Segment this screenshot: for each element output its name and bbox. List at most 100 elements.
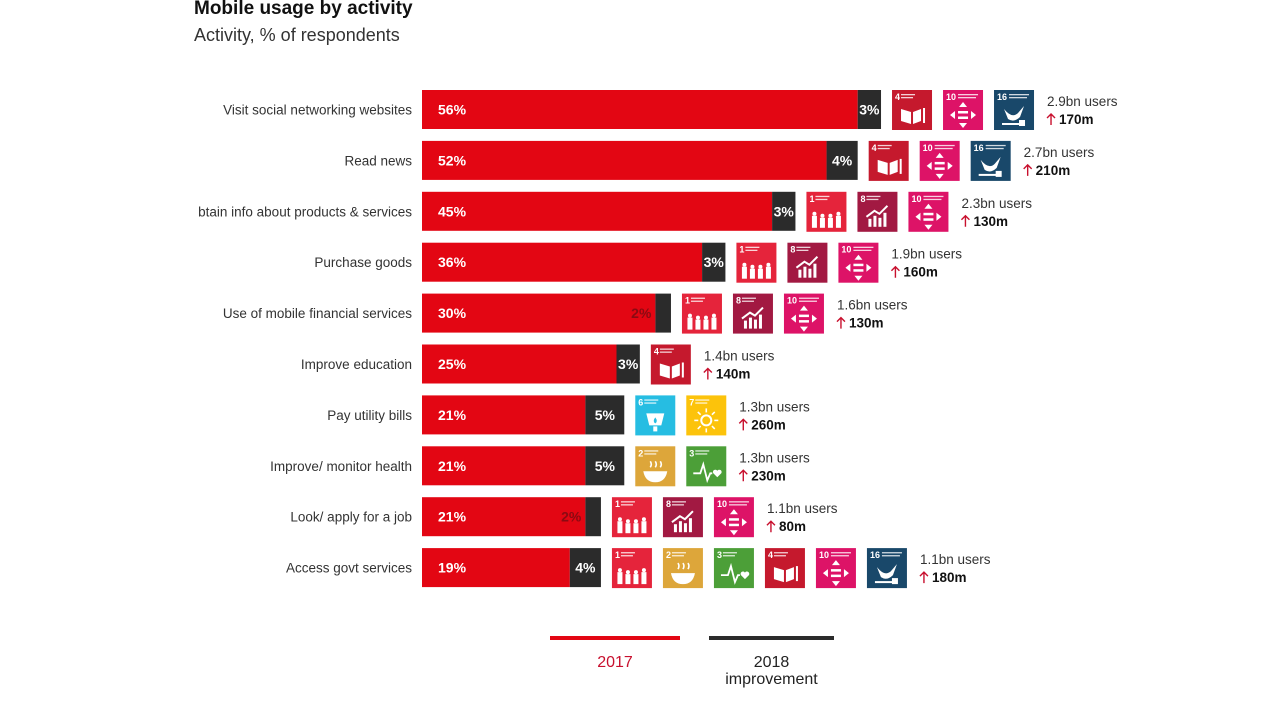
sdg-title-line bbox=[745, 246, 760, 248]
sdg-title-line bbox=[798, 297, 819, 299]
users-count: 2.7bn users bbox=[1024, 145, 1095, 160]
value-label-improvement: 4% bbox=[575, 560, 596, 576]
sdg-number: 10 bbox=[841, 245, 851, 255]
value-label-2017: 21% bbox=[438, 407, 467, 423]
chart-bar bbox=[688, 518, 692, 533]
chart-bar bbox=[753, 319, 757, 329]
chart-bar bbox=[868, 218, 872, 227]
person-head bbox=[641, 517, 646, 522]
sdg-number: 10 bbox=[923, 143, 933, 153]
users-gain: 80m bbox=[779, 519, 806, 534]
sdg-3-icon: 3 bbox=[713, 548, 754, 589]
up-arrow-icon bbox=[960, 214, 970, 227]
chart-bar bbox=[873, 215, 877, 227]
person-head bbox=[828, 213, 833, 218]
sdg-title-line bbox=[881, 555, 900, 557]
value-label-2017: 45% bbox=[438, 203, 467, 219]
sdg-number: 1 bbox=[809, 194, 814, 204]
bar-2017 bbox=[422, 497, 586, 537]
category-label: Read news bbox=[344, 153, 412, 168]
sdg-8-icon: 8 bbox=[732, 293, 773, 334]
sdg-title-line bbox=[877, 144, 892, 147]
sdg-8-icon: 8 bbox=[787, 242, 828, 283]
up-arrow-icon bbox=[836, 316, 846, 329]
trend-line bbox=[865, 205, 889, 218]
heart-shape bbox=[712, 469, 722, 478]
bar-2017 bbox=[422, 446, 586, 486]
bar-2018-improvement bbox=[772, 191, 796, 231]
bar-2018-improvement bbox=[616, 344, 640, 384]
person-body bbox=[711, 317, 717, 330]
sdg-number: 10 bbox=[717, 499, 727, 509]
sdg-title-line bbox=[877, 147, 890, 150]
sdg-number: 2 bbox=[666, 550, 671, 560]
users-gain: 140m bbox=[716, 367, 751, 382]
chart-bar bbox=[758, 314, 762, 329]
sdg-title-line bbox=[620, 504, 633, 506]
dove-icon bbox=[980, 156, 1001, 172]
category-label: Visit social networking websites bbox=[223, 103, 412, 118]
value-label-improvement: 5% bbox=[595, 407, 616, 423]
person-head bbox=[820, 213, 825, 218]
chart-title: Mobile usage by activity bbox=[194, 0, 413, 19]
sdg-number: 3 bbox=[717, 550, 722, 560]
person-head bbox=[758, 264, 763, 269]
sdg-title-line bbox=[901, 94, 916, 96]
category-label: btain info about products & services bbox=[198, 204, 412, 219]
person-head bbox=[625, 570, 630, 575]
equal-bar bbox=[934, 167, 945, 170]
sdg-number: 4 bbox=[872, 143, 877, 153]
person-head bbox=[625, 519, 630, 524]
sdg-title-line bbox=[866, 195, 881, 198]
equal-bar bbox=[923, 218, 934, 221]
sdg-10-icon: 10 bbox=[908, 191, 949, 232]
sdg-title-line bbox=[866, 198, 879, 201]
person-body bbox=[757, 268, 763, 279]
person-body bbox=[641, 572, 647, 585]
users-count: 1.9bn users bbox=[891, 247, 962, 262]
person-body bbox=[741, 266, 747, 279]
users-gain: 260m bbox=[751, 417, 786, 432]
sdg-title-line bbox=[830, 555, 849, 557]
equal-bar bbox=[958, 111, 969, 114]
pencil-shape bbox=[899, 158, 902, 174]
sdg-number: 16 bbox=[997, 92, 1007, 102]
book-icon bbox=[773, 567, 794, 583]
bar-row: Use of mobile financial services 30% 2% 1 8 1… bbox=[223, 293, 908, 334]
person-head bbox=[617, 517, 622, 522]
chart-bar bbox=[808, 268, 812, 278]
value-label-improvement: 2% bbox=[561, 509, 582, 525]
value-label-2017: 21% bbox=[438, 509, 467, 525]
sdg-title-line bbox=[1009, 97, 1028, 99]
pulse-line bbox=[720, 562, 740, 585]
sdg-number: 10 bbox=[787, 296, 797, 306]
bar-2018-improvement bbox=[585, 497, 601, 537]
sdg-10-icon: 10 bbox=[943, 90, 984, 130]
sdg-title-line bbox=[695, 399, 710, 401]
sdg-tile bbox=[868, 140, 909, 181]
sun-ray bbox=[697, 411, 702, 416]
person-body bbox=[625, 523, 631, 534]
sdg-title-line bbox=[722, 555, 735, 557]
sdg-8-icon: 8 bbox=[857, 191, 898, 232]
sdg-title-line bbox=[644, 450, 659, 452]
equal-bar bbox=[798, 320, 809, 323]
sdg-title-line bbox=[728, 504, 747, 506]
steam-lines bbox=[677, 562, 690, 570]
pencil-shape bbox=[923, 108, 926, 123]
sdg-title-line bbox=[923, 198, 942, 201]
sdg-title-line bbox=[695, 450, 710, 452]
sdg-16-icon: 16 bbox=[994, 90, 1035, 130]
users-gain: 160m bbox=[903, 265, 938, 280]
sdg-title-line bbox=[815, 198, 828, 201]
person-body bbox=[827, 217, 833, 228]
bar-row: Read news 52% 4% 4 10 16 2.7bn users 210m bbox=[344, 140, 1095, 181]
sun-ray bbox=[711, 425, 716, 430]
equal-bar bbox=[830, 574, 841, 578]
bar-row: btain info about products & services 45% 3… bbox=[198, 191, 1032, 232]
sdg-tile bbox=[650, 344, 691, 385]
up-arrow-icon bbox=[766, 520, 776, 533]
up-arrow-icon bbox=[919, 571, 929, 584]
sdg-title-line bbox=[741, 300, 754, 302]
chart-bar bbox=[798, 269, 802, 278]
